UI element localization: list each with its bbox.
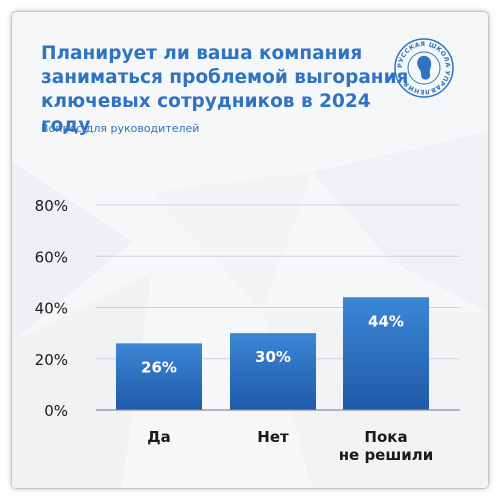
bar-data-label: 26% <box>141 358 177 376</box>
bar <box>343 297 429 410</box>
chart-title: Планирует ли ваша компания заниматься пр… <box>41 43 409 136</box>
bar-chart: 0% 20% 40% 60% 80% 26% Да 30% Нет 44% Пока не решил… <box>35 197 460 464</box>
russian-school-of-management-logo: РУССКАЯ ШКОЛА УПРАВЛЕНИЯ <box>394 38 454 98</box>
bar <box>116 343 202 410</box>
chart-card: Планирует ли ваша компания заниматься пр… <box>12 12 488 488</box>
x-category-label: Нет <box>257 428 289 446</box>
x-category-label: Да <box>147 428 170 446</box>
chart-subtitle: Вопрос для руководителей <box>41 122 200 135</box>
bar <box>230 333 316 410</box>
bar-data-label: 44% <box>368 312 404 330</box>
x-category-label: Пока не решили <box>339 428 434 464</box>
y-tick-label: 20% <box>35 351 68 369</box>
y-tick-label: 60% <box>35 248 68 266</box>
y-tick-label: 0% <box>44 402 68 420</box>
y-tick-label: 80% <box>35 197 68 215</box>
y-tick-label: 40% <box>35 300 68 318</box>
bar-data-label: 30% <box>255 348 291 366</box>
